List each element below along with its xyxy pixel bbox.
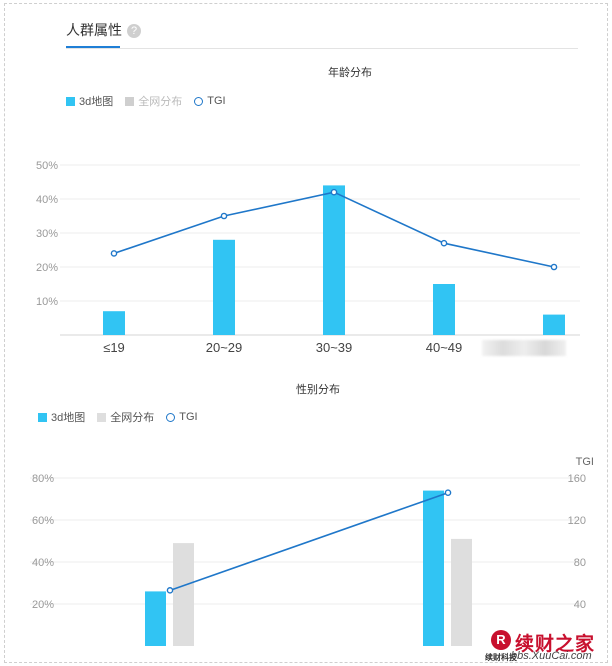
legend2-label-network: 全网分布: [110, 412, 155, 424]
age-tgi-point: [220, 212, 228, 220]
age-bar: [103, 311, 125, 335]
blurred-label: [482, 340, 566, 356]
logo-mark-icon: R: [491, 630, 511, 650]
logo-company: 续财科技: [485, 653, 517, 662]
tab-label: 人群属性: [66, 22, 122, 38]
age-bar: [213, 239, 235, 335]
gender-tgi-point: [444, 489, 452, 497]
legend-item-3d[interactable]: 3d地图: [66, 93, 113, 109]
age-ytick-label: 50%: [36, 160, 58, 172]
gender-ytick-label: 40%: [32, 557, 54, 569]
age-tgi-point: [550, 263, 558, 271]
legend-item-network[interactable]: 全网分布: [125, 93, 182, 109]
legend-label-3d: 3d地图: [79, 96, 114, 108]
age-xtick-label: 20~29: [206, 340, 243, 355]
age-ytick-label: 30%: [36, 228, 58, 240]
legend2-item-3d[interactable]: 3d地图: [38, 409, 85, 425]
gender-right-axis-label: TGI: [576, 456, 594, 468]
age-tgi-point: [440, 239, 448, 247]
age-tgi-point: [110, 250, 118, 257]
age-chart-legend: 3d地图 全网分布 TGI: [66, 93, 232, 109]
legend2-label-tgi: TGI: [179, 411, 198, 423]
gender-y2tick-label: 80: [574, 557, 586, 569]
legend2-item-tgi[interactable]: TGI: [166, 411, 198, 423]
age-xtick-label: 30~39: [316, 340, 353, 355]
gender-bar-network: [173, 543, 194, 646]
legend-label-tgi: TGI: [207, 95, 226, 107]
logo-brand: 续财之家: [515, 633, 596, 655]
age-xtick-label: ≤19: [103, 340, 125, 355]
age-ytick-label: 10%: [36, 296, 58, 308]
age-tgi-point: [330, 188, 338, 196]
gender-bar-network: [451, 538, 472, 646]
gender-chart-legend: 3d地图 全网分布 TGI: [38, 409, 204, 425]
gender-y2tick-label: 120: [568, 515, 586, 527]
gender-ytick-label: 60%: [32, 515, 54, 527]
legend2-item-network[interactable]: 全网分布: [97, 409, 154, 425]
legend2-swatch-network: [97, 412, 107, 422]
age-ytick-label: 40%: [36, 194, 58, 206]
tab-divider: [66, 48, 578, 49]
gender-tgi-line: [169, 491, 449, 592]
gender-bar-3d: [145, 591, 166, 646]
gender-ytick-label: 20%: [32, 599, 54, 611]
gender-ytick-label: 80%: [32, 473, 54, 485]
gender-y2tick-label: 160: [568, 473, 586, 485]
logo-url: bbs.XuuCai.com: [511, 650, 592, 662]
legend-item-tgi[interactable]: TGI: [194, 95, 226, 107]
legend2-swatch-3d: [38, 412, 47, 422]
gender-bar-3d: [423, 490, 444, 646]
legend-ring-tgi: [194, 96, 204, 106]
age-ytick-label: 20%: [36, 262, 58, 274]
age-chart-title: 年龄分布: [328, 67, 372, 79]
age-bar: [543, 314, 565, 335]
legend-swatch-network: [125, 96, 135, 106]
age-xtick-label: 40~49: [426, 340, 463, 355]
age-bar: [323, 185, 345, 335]
legend-swatch-3d: [66, 96, 75, 106]
gender-chart-title: 性别分布: [296, 384, 340, 396]
question-circle-icon[interactable]: ?: [127, 24, 141, 38]
legend2-ring-tgi: [166, 412, 176, 422]
legend-label-network: 全网分布: [138, 96, 183, 108]
panel-frame: [4, 3, 608, 663]
tab-crowd-attributes[interactable]: 人群属性?: [66, 20, 141, 40]
gender-y2tick-label: 40: [574, 599, 586, 611]
gender-tgi-point: [166, 587, 174, 594]
legend2-label-3d: 3d地图: [51, 412, 86, 424]
age-bar: [433, 284, 455, 335]
tab-active-indicator: [66, 46, 120, 48]
watermark-logo: R 续财之家 续财科技 bbs.XuuCai.com: [483, 628, 609, 664]
